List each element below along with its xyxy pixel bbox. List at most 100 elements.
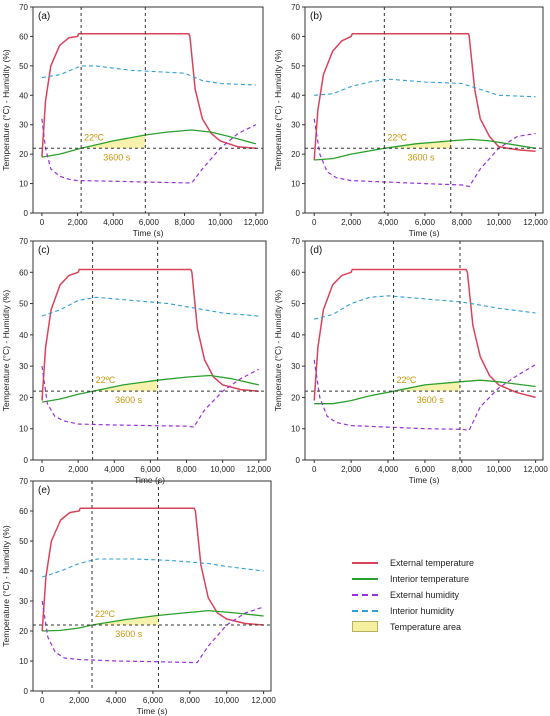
legend-swatch xyxy=(352,610,378,612)
legend-label: External temperature xyxy=(390,558,475,568)
series-interior-humidity xyxy=(314,78,536,98)
x-axis-label: Time (s) xyxy=(409,228,440,238)
x-tick-label: 6,000 xyxy=(415,218,436,227)
x-tick-label: 12,000 xyxy=(247,465,272,474)
panel-label: (b) xyxy=(310,11,322,22)
series-external-temperature xyxy=(41,268,259,401)
y-axis-label: Temperature (°C) - Humidity (%) xyxy=(273,290,283,412)
legend-label: Interior temperature xyxy=(390,574,470,584)
y-tick-label: 20 xyxy=(19,627,28,636)
x-tick-label: 0 xyxy=(312,218,317,227)
x-tick-label: 8,000 xyxy=(452,465,473,474)
y-tick-label: 60 xyxy=(291,268,300,277)
plot-frame xyxy=(32,240,267,461)
series-external-temperature xyxy=(41,33,256,158)
legend-label: External humidity xyxy=(390,590,460,600)
annotation-temperature: 22ºC xyxy=(95,609,115,619)
y-tick-label: 50 xyxy=(19,300,28,309)
x-axis-label: Time (s) xyxy=(409,475,440,485)
x-axis-label: Time (s) xyxy=(134,475,165,485)
legend-item-temperature-area: Temperature area xyxy=(352,620,542,634)
series-external-humidity xyxy=(313,359,536,431)
x-tick-label: 8,000 xyxy=(180,696,201,705)
panel-label: (d) xyxy=(310,245,322,256)
y-tick-label: 20 xyxy=(19,393,28,402)
series-interior-humidity xyxy=(314,295,536,320)
x-tick-label: 2,000 xyxy=(69,696,90,705)
y-tick-label: 70 xyxy=(19,237,28,246)
annotation-duration: 3600 s xyxy=(417,395,445,405)
y-tick-label: 20 xyxy=(291,393,300,402)
plot-frame xyxy=(32,6,264,214)
y-tick-label: 60 xyxy=(291,32,300,41)
series-interior-temperature xyxy=(41,374,259,403)
y-tick-label: 50 xyxy=(19,537,28,546)
x-tick-label: 6,000 xyxy=(143,696,164,705)
series-interior-temperature xyxy=(314,138,536,161)
annotation-temperature: 22ºC xyxy=(96,375,116,385)
legend-item-interior-temperature: Interior temperature xyxy=(352,572,542,586)
y-tick-label: 0 xyxy=(24,456,29,465)
series-interior-humidity xyxy=(42,558,264,578)
legend-item-external-temperature: External temperature xyxy=(352,556,542,570)
panel-label: (c) xyxy=(38,245,50,256)
y-tick-label: 70 xyxy=(291,237,300,246)
chart-panel-c: 22ºC 3600 s (c) 0 10 20 30 40 50 60 70 0 2,000 4,000 6… xyxy=(1,237,272,485)
y-tick-label: 20 xyxy=(19,150,28,159)
y-tick-label: 40 xyxy=(19,567,28,576)
y-tick-label: 60 xyxy=(19,32,28,41)
x-tick-label: 10,000 xyxy=(214,696,239,705)
x-tick-label: 4,000 xyxy=(378,465,399,474)
y-tick-label: 10 xyxy=(19,657,28,666)
annotation-temperature: 22ºC xyxy=(397,375,417,385)
y-tick-label: 0 xyxy=(24,687,29,696)
y-tick-label: 50 xyxy=(291,62,300,71)
y-tick-label: 10 xyxy=(291,180,300,189)
annotation-duration: 3600 s xyxy=(115,395,143,405)
annotation-temperature: 22ºC xyxy=(84,132,104,142)
plot-frame xyxy=(304,240,544,461)
annotation-duration: 3600 s xyxy=(408,152,436,162)
y-tick-label: 10 xyxy=(19,425,28,434)
x-tick-label: 4,000 xyxy=(106,696,127,705)
panel-label: (a) xyxy=(38,11,50,22)
x-tick-label: 2,000 xyxy=(68,218,89,227)
x-tick-label: 2,000 xyxy=(341,218,362,227)
x-tick-label: 8,000 xyxy=(175,218,196,227)
series-interior-temperature xyxy=(41,129,257,158)
series-external-humidity xyxy=(41,600,264,664)
series-external-temperature xyxy=(41,507,264,632)
legend-label: Temperature area xyxy=(390,622,462,632)
y-tick-label: 40 xyxy=(291,91,300,100)
y-tick-label: 70 xyxy=(19,477,28,486)
series-interior-humidity xyxy=(41,296,259,317)
x-tick-label: 8,000 xyxy=(452,218,473,227)
x-tick-label: 6,000 xyxy=(139,218,160,227)
x-tick-label: 10,000 xyxy=(210,465,235,474)
legend-label: Interior humidity xyxy=(390,606,455,616)
y-tick-label: 70 xyxy=(291,3,300,12)
y-axis-label: Temperature (°C) - Humidity (%) xyxy=(1,290,11,412)
series-external-temperature xyxy=(313,268,536,401)
y-tick-label: 40 xyxy=(291,331,300,340)
y-tick-label: 10 xyxy=(291,425,300,434)
legend-swatch xyxy=(352,562,378,564)
series-interior-temperature xyxy=(42,609,264,632)
x-tick-label: 10,000 xyxy=(208,218,233,227)
y-tick-label: 0 xyxy=(24,209,29,218)
y-tick-label: 60 xyxy=(19,507,28,516)
legend-swatch xyxy=(352,594,378,596)
panel-label: (e) xyxy=(38,485,50,496)
x-tick-label: 12,000 xyxy=(244,218,269,227)
x-tick-label: 0 xyxy=(40,696,45,705)
x-tick-label: 0 xyxy=(312,465,317,474)
x-tick-label: 10,000 xyxy=(486,465,511,474)
x-tick-label: 12,000 xyxy=(251,696,276,705)
y-tick-label: 40 xyxy=(19,331,28,340)
temperature-area xyxy=(393,381,460,392)
x-tick-label: 6,000 xyxy=(140,465,161,474)
annotation-duration: 3600 s xyxy=(115,629,143,639)
x-tick-label: 2,000 xyxy=(68,465,89,474)
